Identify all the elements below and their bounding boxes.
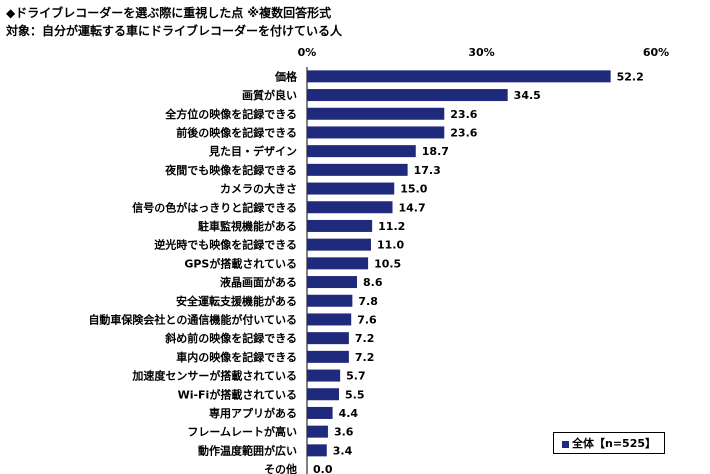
value-label: 3.4 [333,444,353,457]
category-label: 画質が良い [242,88,297,102]
value-label: 11.2 [378,220,405,233]
value-label: 7.8 [358,295,378,308]
bar [307,313,352,326]
chart-subtitle: 対象：自分が運転する車にドライブレコーダーを付けている人 [6,24,343,38]
bar [307,276,358,289]
value-label: 23.6 [450,108,477,121]
category-label: 加速度センサーが搭載されている [131,369,297,383]
category-label: 安全運転支援機能がある [176,294,297,308]
bar [307,369,341,382]
category-labels: 価格画質が良い全方位の映像を記録できる前後の映像を記録できる見た目・デザイン夜間… [88,69,298,474]
bar [307,182,395,195]
bar [307,388,339,401]
bar [307,294,353,307]
bar [307,107,445,120]
category-label: 逆光時でも映像を記録できる [154,238,297,252]
value-label: 5.7 [346,370,366,383]
category-label: カメラの大きさ [220,182,297,196]
category-label: 全方位の映像を記録できる [164,107,297,121]
bar [307,70,611,83]
bar [307,238,371,251]
bars [307,70,611,457]
category-label: 専用アプリがある [209,406,297,420]
category-label: 駐車監視機能がある [198,219,297,233]
category-label: 価格 [274,69,298,83]
category-label: 車内の映像を記録できる [176,350,297,364]
bar [307,332,349,345]
bar [307,219,373,232]
legend-swatch [562,440,569,448]
x-tick-label: 30% [468,46,494,59]
category-label: Wi-Fiが搭載されている [178,387,297,401]
bar [307,126,445,139]
value-label: 18.7 [422,145,449,158]
bar [307,350,349,363]
value-label: 0.0 [313,463,333,474]
category-label: 前後の映像を記録できる [176,125,297,139]
chart-title: ◆ドライブレコーダーを選ぶ際に重視した点 ※複数回答形式 [6,6,332,20]
value-label: 15.0 [400,183,427,196]
value-label: 23.6 [450,126,477,139]
bar [307,257,369,270]
value-label: 11.0 [377,239,404,252]
category-label: その他 [264,462,297,474]
bar [307,89,508,102]
bar [307,444,327,457]
value-label: 17.3 [414,164,441,177]
category-label: 自動車保険会社との通信機能が付いている [88,312,297,326]
value-label: 34.5 [514,89,541,102]
category-label: 液晶画面がある [220,275,297,289]
value-label: 52.2 [617,70,644,83]
bar [307,145,416,158]
value-label: 4.4 [339,407,359,420]
category-label: 夜間でも映像を記録できる [164,163,297,177]
value-labels: 52.234.523.623.618.717.315.014.711.211.0… [313,70,644,474]
bar [307,201,393,214]
value-label: 7.2 [355,332,375,345]
category-label: 斜め前の映像を記録できる [164,331,297,345]
value-label: 7.2 [355,351,375,364]
category-label: GPSが搭載されている [184,256,297,270]
category-label: 信号の色がはっきりと記録できる [132,200,297,214]
value-label: 3.6 [334,426,354,439]
category-label: 見た目・デザイン [208,144,297,158]
value-label: 8.6 [363,276,383,289]
x-tick-label: 60% [643,46,669,59]
bar [307,425,328,438]
value-label: 14.7 [399,201,426,214]
category-label: 動作温度範囲が広い [198,443,297,457]
value-label: 10.5 [374,257,401,270]
value-label: 7.6 [357,313,377,326]
bar [307,406,333,419]
legend-label: 全体【n=525】 [572,437,657,450]
x-tick-label: 0% [298,46,317,59]
category-label: フレームレートが高い [187,425,297,439]
legend: 全体【n=525】 [553,432,666,454]
value-label: 5.5 [345,388,365,401]
bar [307,163,408,176]
